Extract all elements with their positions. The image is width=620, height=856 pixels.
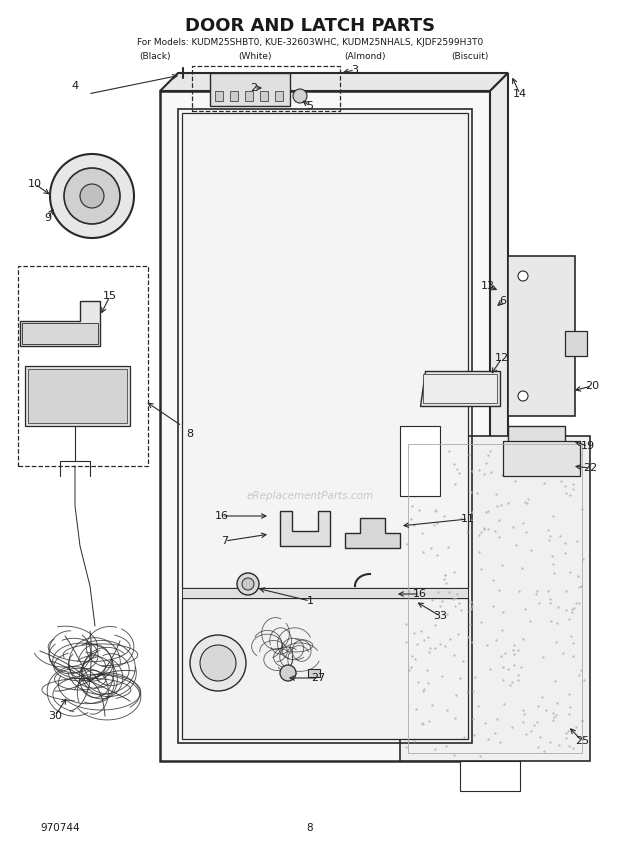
Text: 9: 9 (45, 213, 51, 223)
Bar (400, 436, 590, 761)
Text: eReplacementParts.com: eReplacementParts.com (246, 491, 374, 501)
Text: 13: 13 (481, 281, 495, 291)
Text: 15: 15 (103, 291, 117, 301)
Text: (Biscuit): (Biscuit) (451, 51, 489, 61)
Polygon shape (280, 511, 330, 546)
Bar (245, 91, 253, 101)
Bar (210, 73, 290, 106)
Text: 20: 20 (585, 381, 599, 391)
Bar (508, 426, 565, 471)
Circle shape (200, 645, 236, 681)
Bar (182, 113, 468, 588)
Polygon shape (490, 73, 508, 761)
Bar (423, 374, 497, 403)
Text: 3: 3 (352, 65, 358, 75)
Bar (275, 91, 283, 101)
Bar (308, 669, 320, 677)
Text: (Black): (Black) (140, 51, 170, 61)
Circle shape (518, 391, 528, 401)
Circle shape (237, 573, 259, 595)
Circle shape (293, 89, 307, 103)
Text: 6: 6 (500, 296, 507, 306)
Bar (508, 256, 575, 416)
Polygon shape (400, 426, 440, 496)
Bar (565, 331, 587, 356)
Text: For Models: KUDM25SHBT0, KUE-32603WHC, KUDM25NHALS, KJDF2599H3T0: For Models: KUDM25SHBT0, KUE-32603WHC, K… (137, 38, 483, 46)
Text: 16: 16 (215, 511, 229, 521)
Text: 7: 7 (221, 536, 229, 546)
Circle shape (190, 635, 246, 691)
Polygon shape (345, 518, 400, 548)
Bar (25, 366, 130, 426)
Text: 12: 12 (495, 353, 509, 363)
Text: 16: 16 (413, 589, 427, 599)
Circle shape (64, 168, 120, 224)
Bar (22, 323, 98, 344)
Text: (Almond): (Almond) (344, 51, 386, 61)
Text: 25: 25 (575, 736, 589, 746)
Text: 27: 27 (311, 673, 325, 683)
Text: 970744: 970744 (40, 823, 79, 833)
Text: DOOR AND LATCH PARTS: DOOR AND LATCH PARTS (185, 17, 435, 35)
Polygon shape (20, 301, 100, 346)
Text: 10: 10 (28, 179, 42, 189)
Polygon shape (160, 73, 508, 91)
Text: (White): (White) (238, 51, 272, 61)
Bar (178, 109, 472, 743)
Text: 1: 1 (306, 596, 314, 606)
Text: 5: 5 (306, 101, 314, 111)
Bar (260, 91, 268, 101)
Text: 22: 22 (583, 463, 597, 473)
Polygon shape (420, 371, 500, 406)
Circle shape (518, 271, 528, 281)
Text: 33: 33 (433, 611, 447, 621)
Text: 4: 4 (71, 81, 79, 91)
Circle shape (80, 184, 104, 208)
Bar (503, 441, 580, 476)
Text: 14: 14 (513, 89, 527, 99)
Bar (160, 91, 490, 761)
Circle shape (280, 665, 296, 681)
Polygon shape (460, 761, 520, 791)
Bar (28, 369, 127, 423)
Text: 19: 19 (581, 441, 595, 451)
Circle shape (50, 154, 134, 238)
Bar (18, 266, 148, 466)
Bar (182, 588, 468, 598)
Text: 8: 8 (187, 429, 193, 439)
Text: 30: 30 (48, 711, 62, 721)
Bar (215, 91, 223, 101)
Bar (192, 66, 340, 111)
Bar (230, 91, 238, 101)
Text: 2: 2 (250, 83, 257, 93)
Text: 11: 11 (461, 514, 475, 524)
Bar (182, 598, 468, 739)
Circle shape (242, 578, 254, 590)
Text: 8: 8 (307, 823, 313, 833)
Bar (408, 444, 582, 753)
